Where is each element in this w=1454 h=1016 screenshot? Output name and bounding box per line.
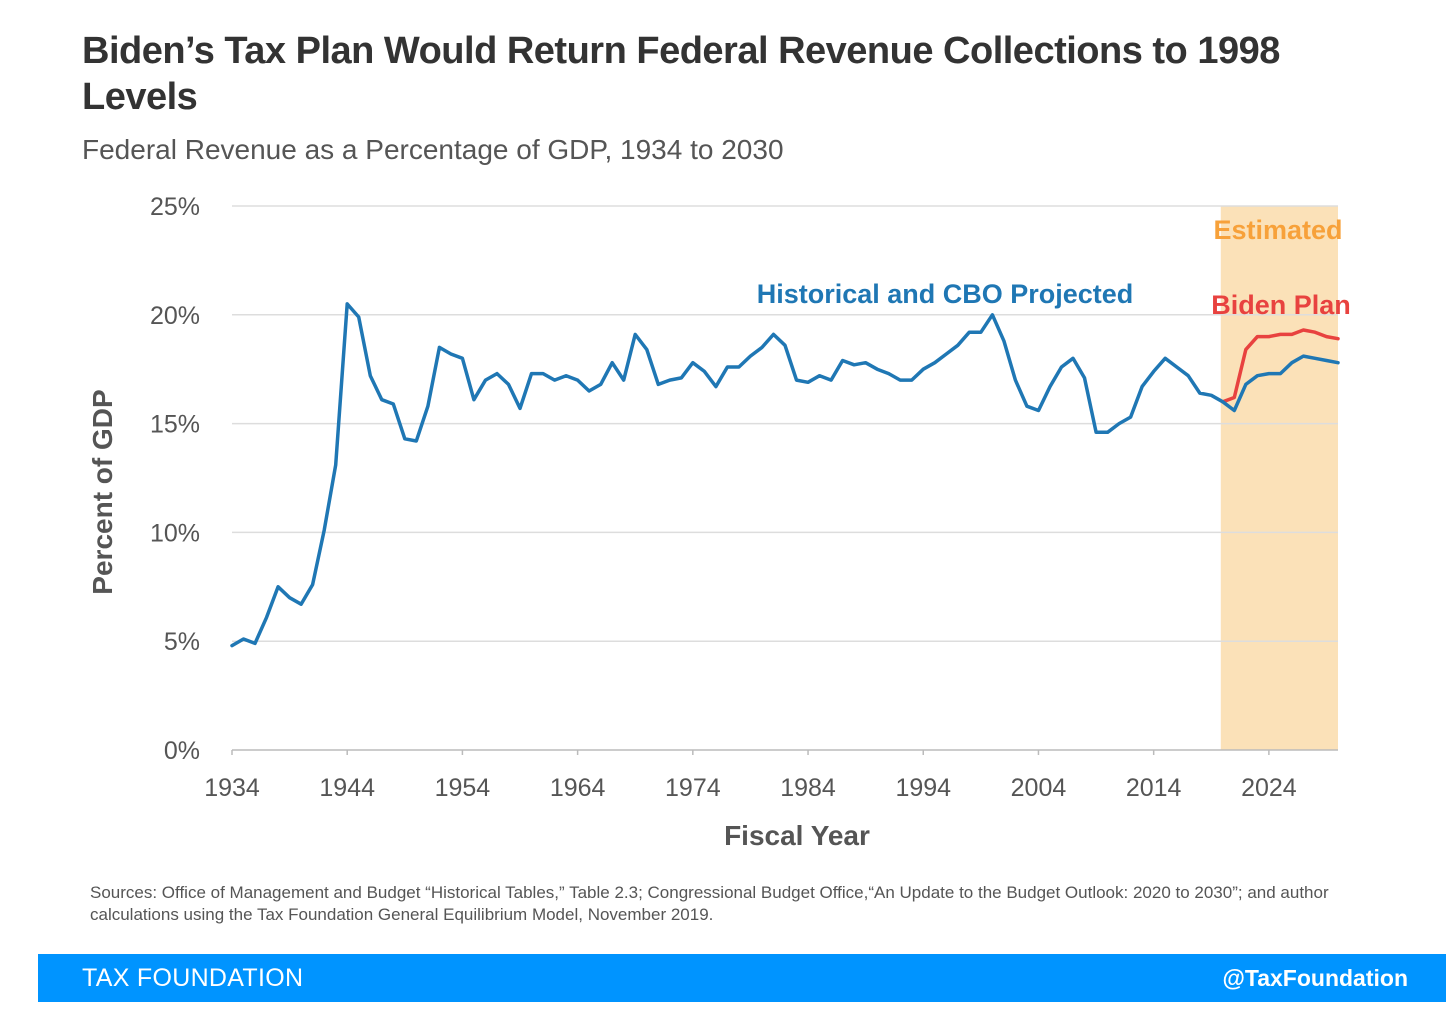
x-tick-label: 1934 <box>204 774 260 802</box>
chart-title: Biden’s Tax Plan Would Return Federal Re… <box>82 30 1280 118</box>
footer-handle[interactable]: @TaxFoundation <box>1222 965 1408 991</box>
grid-lines <box>231 205 1338 755</box>
y-axis-label: Percent of GDP <box>87 389 118 594</box>
y-tick-label: 5% <box>164 628 200 656</box>
y-tick-label: 15% <box>150 411 200 439</box>
x-axis-label: Fiscal Year <box>724 820 870 851</box>
estimated-label: Estimated <box>1213 215 1342 245</box>
y-tick-label: 10% <box>150 519 200 547</box>
x-tick-label: 2014 <box>1126 774 1182 802</box>
footer-brand: TAX FOUNDATION <box>82 964 304 992</box>
x-tick-label: 1944 <box>319 774 375 802</box>
y-tick-label: 0% <box>164 737 200 765</box>
x-tick-label: 2004 <box>1011 774 1067 802</box>
revenue-line-chart: 0% 5% 10% 15% 20% 25% 1934 1944 1954 1964 1974 198… <box>87 193 1351 851</box>
series-label-historical: Historical and CBO Projected <box>757 279 1134 309</box>
sources-note: Sources: Office of Management and Budget… <box>90 883 1329 924</box>
y-tick-labels: 0% 5% 10% 15% 20% 25% <box>150 193 200 765</box>
footer-bar: TAX FOUNDATION @TaxFoundation <box>38 954 1446 1002</box>
x-tick-label: 1954 <box>435 774 491 802</box>
x-tick-label: 2024 <box>1241 774 1297 802</box>
series-lines <box>230 302 1340 648</box>
x-tick-label: 1984 <box>780 774 836 802</box>
y-tick-label: 20% <box>150 302 200 330</box>
series-line-historical <box>230 302 1340 648</box>
series-line-biden-plan <box>1221 328 1340 404</box>
y-tick-label: 25% <box>150 193 200 221</box>
x-tick-label: 1974 <box>665 774 721 802</box>
chart-subtitle: Federal Revenue as a Percentage of GDP, … <box>82 134 784 165</box>
x-tick-label: 1994 <box>895 774 951 802</box>
x-tick-labels: 1934 1944 1954 1964 1974 1984 1994 2004 2014 2024 <box>204 774 1297 802</box>
series-label-biden-plan: Biden Plan <box>1211 290 1351 320</box>
x-tick-label: 1964 <box>550 774 606 802</box>
estimated-region <box>1220 206 1338 750</box>
